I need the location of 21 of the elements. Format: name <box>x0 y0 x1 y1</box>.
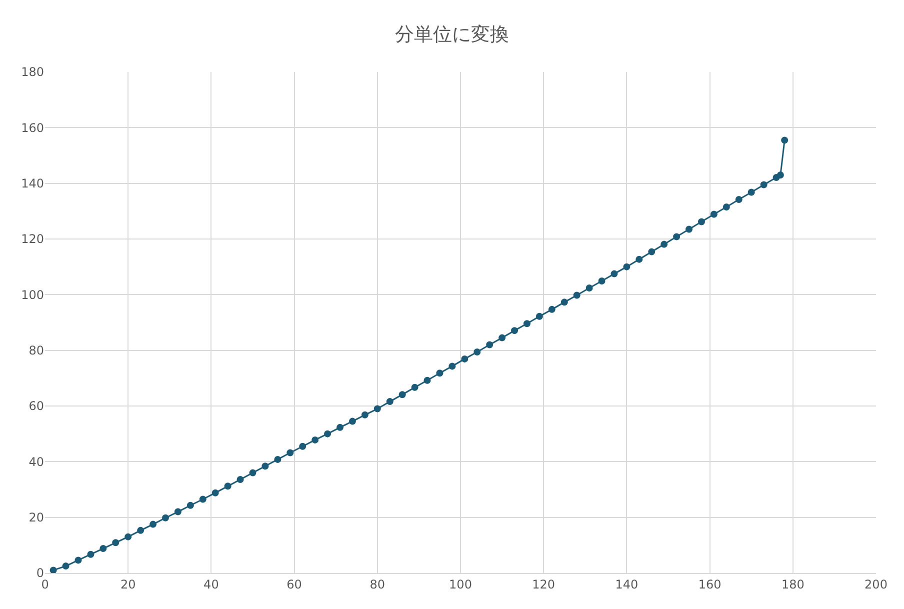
x-tick-label: 40 <box>204 577 219 592</box>
x-tick-label: 200 <box>864 577 888 592</box>
x-tick-label: 160 <box>698 577 722 592</box>
x-tick-label: 20 <box>120 577 136 592</box>
y-tick-label: 80 <box>28 344 44 358</box>
x-tick-label: 60 <box>286 577 302 592</box>
x-tick-label: 100 <box>449 577 472 592</box>
x-tick-label: 140 <box>615 577 638 592</box>
y-tick-label: 0 <box>36 566 44 580</box>
y-tick-label: 180 <box>21 65 44 80</box>
y-tick-label: 140 <box>21 176 44 191</box>
chart-title: 分単位に変換 <box>395 24 509 46</box>
y-tick-label: 100 <box>21 288 44 302</box>
y-tick-label: 60 <box>28 399 44 414</box>
x-tick-label: 80 <box>370 577 386 592</box>
y-tick-label: 40 <box>28 454 44 469</box>
y-tick-label: 20 <box>28 510 44 525</box>
x-tick-label: 120 <box>532 577 556 592</box>
y-tick-label: 120 <box>21 232 44 246</box>
y-tick-label: 160 <box>21 120 44 135</box>
x-tick-label: 180 <box>781 577 804 592</box>
